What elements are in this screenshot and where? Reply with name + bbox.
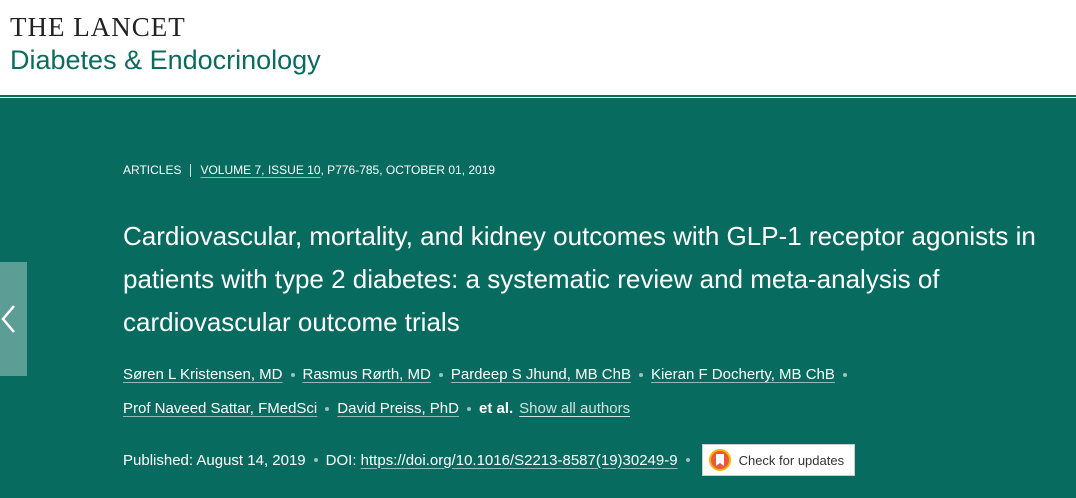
doi-label: DOI: <box>325 451 357 469</box>
author-link[interactable]: David Preiss, PhD <box>337 400 459 417</box>
journal-name[interactable]: Diabetes & Endocrinology <box>10 45 321 75</box>
author-link[interactable]: Prof Naveed Sattar, FMedSci <box>123 400 318 417</box>
separator <box>638 373 643 378</box>
separator <box>466 407 471 412</box>
author-link[interactable]: Søren L Kristensen, MD <box>123 366 283 383</box>
issue-link[interactable]: VOLUME 7, ISSUE 10 <box>200 163 321 177</box>
et-al: et al. <box>478 400 514 417</box>
separator <box>290 373 295 378</box>
site-header: THE LANCET Diabetes & Endocrinology <box>0 0 1076 97</box>
crossmark-icon <box>708 449 731 471</box>
separator <box>325 407 330 412</box>
published-date: Published: August 14, 2019 <box>123 451 306 469</box>
article-meta: ARTICLES VOLUME 7, ISSUE 10 , P776-785, … <box>123 163 495 177</box>
separator <box>190 163 192 177</box>
pages-date: , P776-785, OCTOBER 01, 2019 <box>320 163 496 177</box>
separator <box>685 458 690 462</box>
publisher-logo[interactable]: THE LANCET <box>10 12 186 42</box>
article-type: ARTICLES <box>123 163 182 177</box>
author-link[interactable]: Pardeep S Jhund, MB ChB <box>450 366 631 383</box>
author-link[interactable]: Rasmus Rørth, MD <box>302 366 431 383</box>
check-updates-button[interactable]: Check for updates <box>701 444 856 476</box>
author-link[interactable]: Kieran F Docherty, MB ChB <box>650 366 835 383</box>
check-updates-label: Check for updates <box>738 452 845 468</box>
separator <box>842 373 847 378</box>
publication-info: Published: August 14, 2019 DOI: https://… <box>123 444 856 476</box>
chevron-icon <box>1 305 15 333</box>
back-button[interactable] <box>0 262 27 376</box>
show-all-authors[interactable]: Show all authors <box>519 400 631 417</box>
separator <box>313 458 318 462</box>
article-title: Cardiovascular, mortality, and kidney ou… <box>123 221 1036 337</box>
article-banner: ARTICLES VOLUME 7, ISSUE 10 , P776-785, … <box>0 98 1076 498</box>
doi-link[interactable]: https://doi.org/10.1016/S2213-8587(19)30… <box>360 451 678 469</box>
separator <box>438 373 443 378</box>
author-list: Søren L Kristensen, MD Rasmus Rørth, MD Pa… <box>123 358 1023 426</box>
